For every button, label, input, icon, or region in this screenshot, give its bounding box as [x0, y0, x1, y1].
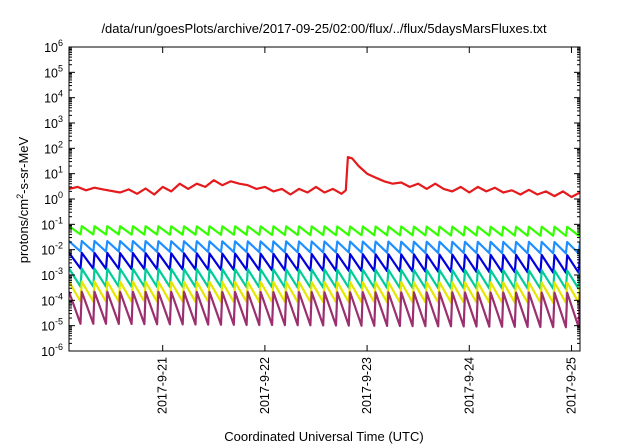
y-tick-label: 101	[44, 165, 63, 182]
series-line-6	[69, 290, 580, 329]
y-tick-label: 10-6	[41, 342, 63, 359]
y-axis-label-superscript: 2	[15, 194, 25, 199]
series-line-0	[69, 156, 580, 199]
y-tick-label: 103	[44, 114, 63, 131]
x-tick-label: 2017-9-22	[258, 357, 272, 414]
y-tick-label: 10-1	[41, 215, 63, 232]
x-tick-label: 2017-9-25	[564, 357, 578, 414]
series-line-1	[69, 225, 580, 237]
chart-title: /data/run/goesPlots/archive/2017-09-25/0…	[101, 21, 547, 36]
plot-area: 10-6 10-5 10-4 10-3 10-2 10-1 100 101 102 103 104 1…	[41, 38, 581, 414]
x-tick-label: 2017-9-23	[360, 357, 374, 414]
series-line-3	[69, 251, 580, 274]
y-tick-label: 104	[44, 89, 63, 106]
series-layer	[69, 156, 580, 329]
y-axis-label-prefix: protons/cm	[16, 199, 31, 263]
y-tick-label: 10-5	[41, 317, 63, 334]
x-axis-label: Coordinated Universal Time (UTC)	[224, 429, 423, 444]
x-tick-label: 2017-9-21	[156, 357, 170, 414]
y-tick-label: 10-4	[41, 291, 63, 308]
y-tick-label: 10-3	[41, 266, 63, 283]
y-axis-label: protons/cm2-s-sr-MeV	[15, 136, 31, 263]
y-tick-label: 105	[44, 63, 63, 80]
series-line-2	[69, 239, 580, 255]
y-tick-label: 106	[44, 38, 63, 55]
y-axis-label-suffix: -s-sr-MeV	[16, 136, 31, 193]
y-tick-label: 10-2	[41, 241, 63, 258]
y-tick-label: 102	[44, 139, 63, 156]
y-tick-label: 100	[44, 190, 63, 207]
x-tick-label: 2017-9-24	[462, 357, 476, 414]
y-axis-ticks: 10-6 10-5 10-4 10-3 10-2 10-1 100 101 102 103 104 1…	[41, 38, 580, 359]
x-axis-ticks: 2017-9-21 2017-9-22 2017-9-23 2017-9-24 2017…	[156, 47, 578, 414]
